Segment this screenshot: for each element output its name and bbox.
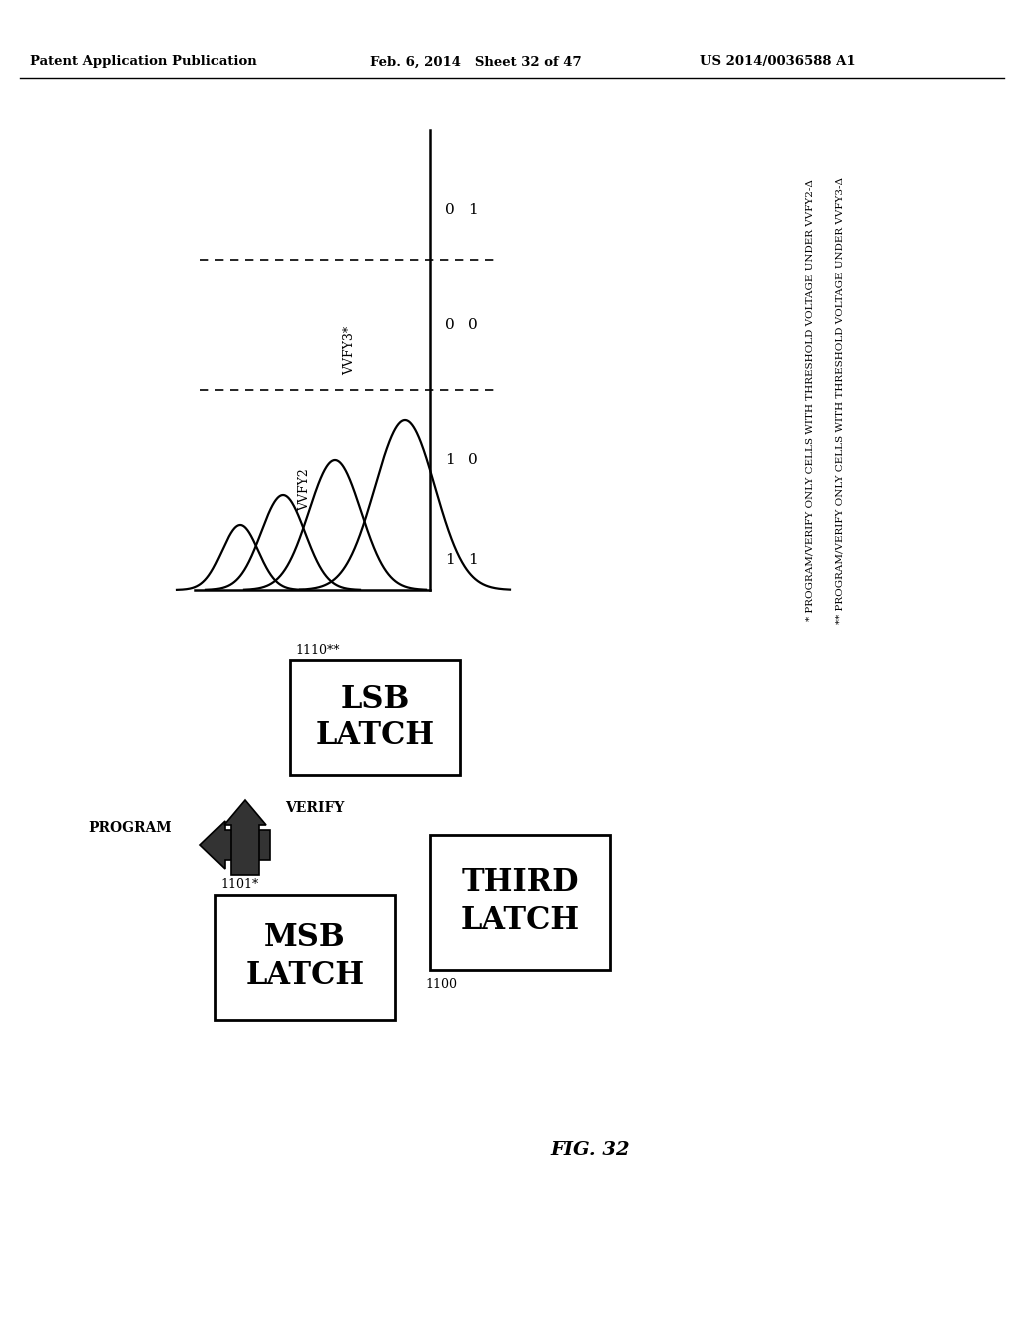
Text: 1: 1 — [468, 553, 478, 568]
Text: VVFY3*: VVFY3* — [343, 326, 356, 375]
Text: 1: 1 — [468, 203, 478, 216]
Text: 1: 1 — [445, 453, 455, 467]
Bar — [430, 836, 610, 970]
Text: MSB: MSB — [264, 921, 346, 953]
Text: Feb. 6, 2014   Sheet 32 of 47: Feb. 6, 2014 Sheet 32 of 47 — [370, 55, 582, 69]
Bar — [215, 895, 395, 1020]
Text: VVFY2: VVFY2 — [299, 469, 311, 511]
Text: LSB: LSB — [340, 684, 410, 715]
Text: 0: 0 — [445, 203, 455, 216]
Text: 1: 1 — [445, 553, 455, 568]
Text: US 2014/0036588 A1: US 2014/0036588 A1 — [700, 55, 856, 69]
Text: 0: 0 — [468, 318, 478, 333]
Text: 0: 0 — [468, 453, 478, 467]
Text: 1100: 1100 — [425, 978, 457, 991]
Text: LATCH: LATCH — [315, 719, 434, 751]
Text: ** PROGRAM/VERIFY ONLY CELLS WITH THRESHOLD VOLTAGE UNDER VVFY3-Δ: ** PROGRAM/VERIFY ONLY CELLS WITH THRESH… — [836, 177, 845, 623]
Text: 0: 0 — [445, 318, 455, 333]
Text: 1110**: 1110** — [295, 644, 340, 656]
Text: 1101*: 1101* — [220, 879, 258, 891]
Text: LATCH: LATCH — [246, 960, 365, 991]
Text: PROGRAM: PROGRAM — [88, 821, 172, 836]
FancyArrow shape — [200, 821, 270, 869]
Text: Patent Application Publication: Patent Application Publication — [30, 55, 257, 69]
Text: THIRD: THIRD — [461, 867, 579, 898]
Text: FIG. 32: FIG. 32 — [550, 1140, 630, 1159]
Text: * PROGRAM/VERIFY ONLY CELLS WITH THRESHOLD VOLTAGE UNDER VVFY2-Δ: * PROGRAM/VERIFY ONLY CELLS WITH THRESHO… — [806, 180, 814, 620]
FancyArrow shape — [224, 800, 266, 875]
Text: LATCH: LATCH — [461, 906, 580, 936]
Text: VERIFY: VERIFY — [285, 801, 344, 814]
Bar — [290, 660, 460, 775]
